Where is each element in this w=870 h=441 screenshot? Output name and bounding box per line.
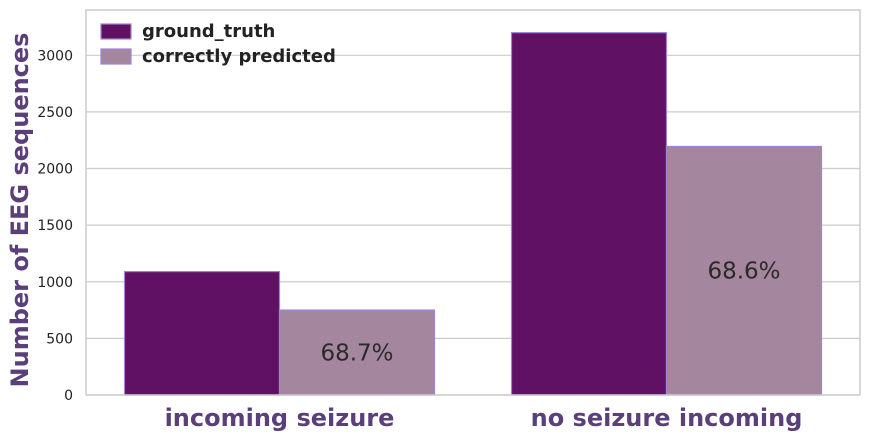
y-tick-labels: 0 500 1000 1500 2000 2500 3000: [37, 48, 73, 404]
legend-label: correctly predicted: [142, 46, 336, 67]
y-tick-label: 1500: [37, 218, 73, 234]
y-tick-label: 3000: [37, 48, 73, 64]
bar-ground-truth-2: [510, 32, 668, 396]
legend: ground_truth correctly predicted: [100, 21, 336, 67]
bar-correctly-predicted-2: [665, 145, 823, 396]
y-tick-label: 1000: [37, 275, 73, 291]
x-tick-label: incoming seizure: [165, 404, 395, 432]
y-axis-label: Number of EEG sequences: [6, 33, 34, 388]
legend-label: ground_truth: [142, 21, 275, 42]
bar-percentage-label: 68.6%: [707, 259, 780, 285]
y-tick-label: 2500: [37, 105, 73, 121]
y-tick-label: 500: [46, 331, 73, 347]
bar-percentage-label: 68.7%: [320, 341, 393, 367]
legend-swatch: [100, 48, 132, 65]
y-tick-label: 0: [64, 388, 73, 404]
plot-frame: [85, 9, 861, 396]
x-tick-labels: incoming seizure no seizure incoming: [165, 404, 803, 432]
bars: [123, 32, 823, 396]
y-tick-label: 2000: [37, 162, 73, 178]
bar-ground-truth-1: [123, 270, 281, 396]
bar-percentage-labels: 68.7% 68.6%: [320, 259, 780, 367]
x-tick-label: no seizure incoming: [531, 404, 803, 432]
legend-swatch: [100, 23, 132, 40]
